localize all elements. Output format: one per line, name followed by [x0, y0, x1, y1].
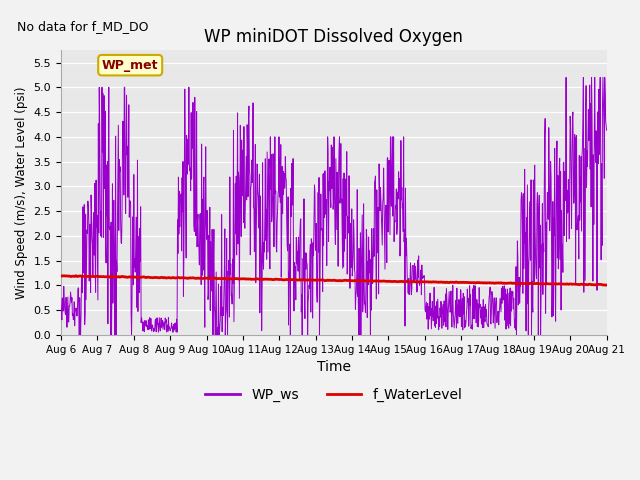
- Text: WP_met: WP_met: [102, 59, 159, 72]
- Y-axis label: Wind Speed (m/s), Water Level (psi): Wind Speed (m/s), Water Level (psi): [15, 86, 28, 299]
- X-axis label: Time: Time: [317, 360, 351, 374]
- Title: WP miniDOT Dissolved Oxygen: WP miniDOT Dissolved Oxygen: [204, 28, 463, 46]
- Text: No data for f_MD_DO: No data for f_MD_DO: [17, 20, 149, 33]
- Legend: WP_ws, f_WaterLevel: WP_ws, f_WaterLevel: [200, 383, 468, 408]
